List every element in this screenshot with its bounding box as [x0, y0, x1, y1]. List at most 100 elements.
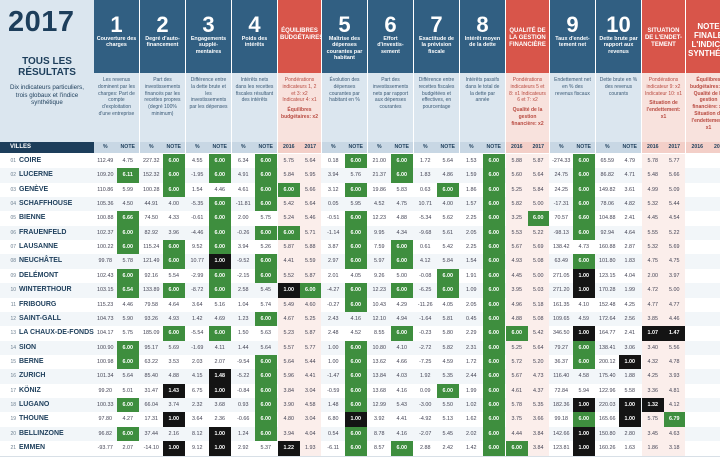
- city-rank: 09: [0, 269, 16, 284]
- table-cell: 6.00: [345, 254, 368, 269]
- indicator-title: Maîtrise des dépenses courantes par habi…: [322, 36, 367, 61]
- table-cell: 1.00: [573, 398, 596, 413]
- table-cell: 6.00: [391, 254, 414, 269]
- table-cell: 5.88: [300, 240, 322, 255]
- table-cell: 6.00: [117, 398, 140, 413]
- table-cell: 6.00: [345, 226, 368, 241]
- table-cell: 6.00: [209, 211, 232, 226]
- column-subheader: 2016: [278, 142, 300, 153]
- table-cell: 5.80: [437, 326, 460, 341]
- city-rank: 17: [0, 384, 16, 399]
- table-cell: 4.41: [300, 369, 322, 384]
- table-cell: 138.41: [596, 341, 619, 356]
- table-cell: 1.09: [460, 283, 483, 298]
- table-cell: -5.34: [414, 211, 437, 226]
- table-cell: -11.26: [414, 298, 437, 313]
- table-cell: 10.80: [368, 341, 391, 356]
- table-cell: 110.86: [94, 183, 117, 198]
- table-cell: 4.25: [642, 369, 664, 384]
- table-cell: 1.00: [209, 254, 232, 269]
- table-cell: 5.18: [528, 298, 550, 313]
- table-cell: 6.00: [117, 427, 140, 442]
- table-cell: 2.29: [460, 326, 483, 341]
- table-cell: 6.00: [209, 197, 232, 212]
- table-cell: 4.27: [117, 412, 140, 427]
- column-subheader: %: [368, 142, 391, 153]
- table-cell: 3.90: [278, 398, 300, 413]
- table-cell: 2.58: [232, 283, 255, 298]
- table-cell: 4.12: [664, 398, 686, 413]
- table-cell: 5.35: [528, 398, 550, 413]
- table-cell: 4.12: [414, 254, 437, 269]
- table-cell: 63.49: [550, 254, 573, 269]
- table-cell: 3.95: [506, 283, 528, 298]
- table-cell: 4.75: [664, 254, 686, 269]
- table-cell: 0.93: [232, 398, 255, 413]
- table-cell: 3.06: [619, 341, 642, 356]
- table-cell: 3.75: [506, 412, 528, 427]
- table-cell: 1.00: [573, 269, 596, 284]
- table-cell: 92.16: [140, 269, 163, 284]
- table-cell: 2.42: [437, 441, 460, 456]
- table-cell: 4.60: [300, 298, 322, 313]
- table-cell: 1.48: [322, 398, 345, 413]
- table-cell: 149.82: [596, 183, 619, 198]
- table-cell: 6.00: [573, 341, 596, 356]
- table-cell: 5.20: [528, 355, 550, 370]
- table-cell: 5.16: [209, 298, 232, 313]
- table-cell: 5.77: [664, 154, 686, 169]
- column-subheader: %: [322, 142, 345, 153]
- table-cell: 6.00: [300, 283, 322, 298]
- table-cell: 6.00: [117, 226, 140, 241]
- table-cell: 6.00: [483, 283, 506, 298]
- table-cell: 5.77: [300, 341, 322, 356]
- table-cell: 0.54: [322, 427, 345, 442]
- table-cell: 6.00: [255, 226, 278, 241]
- table-cell: 79.58: [140, 298, 163, 313]
- table-cell: 164.77: [596, 326, 619, 341]
- table-cell: 5.42: [278, 197, 300, 212]
- column-subheader: 2017: [528, 142, 550, 153]
- table-cell: -6.25: [414, 283, 437, 298]
- table-cell: 4.61: [506, 384, 528, 399]
- table-cell: 1.83: [414, 168, 437, 183]
- table-cell: 2.44: [460, 369, 483, 384]
- table-cell: 165.66: [596, 412, 619, 427]
- column-subheader: NOTE: [163, 142, 186, 153]
- table-cell: 175.40: [596, 369, 619, 384]
- table-cell: 6.66: [117, 211, 140, 226]
- indicator-title: QUALITÉ DE LA GESTION FINANCIÈRE: [506, 28, 549, 50]
- table-cell: 4.77: [642, 298, 664, 313]
- table-cell: 13.62: [368, 355, 391, 370]
- table-cell: 200.12: [596, 355, 619, 370]
- column-subheader: %: [550, 142, 573, 153]
- table-cell: 6.11: [117, 168, 140, 183]
- table-cell: 99.78: [94, 254, 117, 269]
- indicator-header-band: NOTE FINALE L'INDICE SYNTHÉTIQUE: [686, 0, 720, 73]
- table-cell: 5.96: [278, 369, 300, 384]
- indicator-number: 10: [596, 14, 641, 36]
- column-subheader: NOTE: [209, 142, 232, 153]
- table-cell: 5.75: [117, 326, 140, 341]
- table-cell: 10.43: [368, 298, 391, 313]
- table-cell: 6.00: [483, 298, 506, 313]
- table-cell: 5.59: [300, 254, 322, 269]
- table-cell: 5.52: [278, 269, 300, 284]
- table-cell: 2.01: [322, 269, 345, 284]
- table-cell: 5.50: [437, 398, 460, 413]
- table-cell: 1.00: [209, 427, 232, 442]
- city-rank: 11: [0, 298, 16, 313]
- table-cell: 5.72: [506, 355, 528, 370]
- table-cell: 5.67: [506, 369, 528, 384]
- table-cell: 3.94: [278, 427, 300, 442]
